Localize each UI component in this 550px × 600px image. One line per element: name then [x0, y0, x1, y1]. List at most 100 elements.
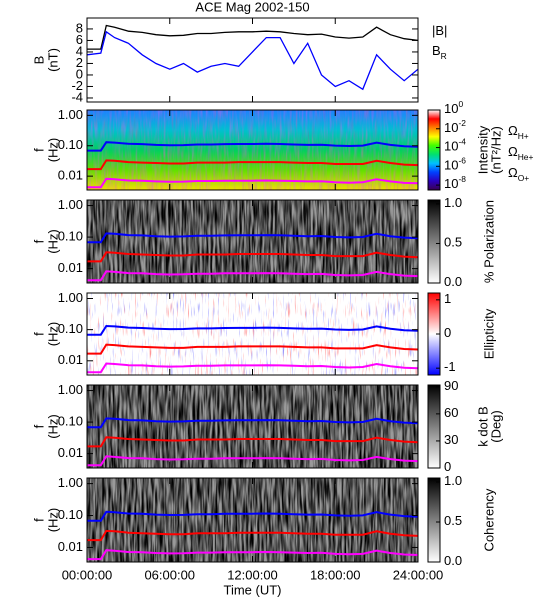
- y-axis-unit: (Hz): [45, 508, 60, 533]
- legend-entry-part: H+: [518, 131, 529, 141]
- gyrofrequency-line: [87, 177, 418, 189]
- colorbar-tick-label-part: 0: [444, 459, 451, 474]
- y-axis-label: f: [31, 518, 46, 522]
- x-tick-label: 18:00:00: [310, 567, 361, 582]
- y-axis-unit: (Hz): [45, 138, 60, 163]
- y-tick-label: 0.01: [58, 539, 83, 554]
- legend-entry-part: |B|: [432, 23, 447, 38]
- spectrogram-texture: [87, 110, 418, 190]
- y-tick-label: 0.10: [58, 321, 83, 336]
- spectrogram-texture: [87, 478, 418, 562]
- colorbar-tick-label: 0: [444, 459, 451, 474]
- legend-entry-part: B: [432, 43, 441, 58]
- y-axis-label: f: [31, 148, 46, 152]
- y-axis-unit: (Hz): [45, 414, 60, 439]
- colorbar-tick-label: 0.5: [444, 235, 462, 250]
- legend-entry-part: O+: [518, 173, 530, 183]
- colorbar-tick-label: 1.0: [444, 195, 462, 210]
- spectrogram: [87, 478, 418, 562]
- colorbar-tick-label-part: 10: [444, 177, 458, 192]
- y-tick-label: -2: [71, 78, 83, 93]
- colorbar-tick-label-part: 10: [444, 139, 458, 154]
- y-axis-unit: (nT): [45, 48, 60, 72]
- colorbar-tick-label-part: 0: [444, 325, 451, 340]
- gyrofrequency-line: [87, 549, 418, 561]
- legend-entry-part: R: [441, 51, 447, 61]
- colorbar-tick-label-part: 0.5: [444, 235, 462, 250]
- colorbar-label: % Polarization: [481, 200, 496, 283]
- legend-entry: ΩHe+: [508, 144, 534, 162]
- colorbar-tick-label: 60: [444, 405, 458, 420]
- legend-entry: ΩH+: [508, 123, 529, 141]
- x-tick-label: 24:00:00: [393, 567, 444, 582]
- colorbar-tick-label-part: -2: [458, 118, 466, 128]
- y-tick-label: 0.10: [58, 229, 83, 244]
- chart-title: ACE Mag 2002-150: [195, 0, 309, 14]
- colorbar-tick-label: 10-4: [444, 137, 466, 154]
- y-axis-label: f: [31, 239, 46, 243]
- x-axis-label: Time (UT): [223, 582, 281, 597]
- y-tick-label: 0.01: [58, 260, 83, 275]
- y-axis-label: B: [31, 56, 46, 65]
- gyrofrequency-line: [87, 324, 418, 336]
- spectrogram: [87, 293, 418, 375]
- y-tick-label: 0.01: [58, 352, 83, 367]
- y-tick-label: 1.00: [58, 197, 83, 212]
- series-line: [87, 30, 418, 91]
- y-tick-label: 2: [76, 55, 83, 70]
- colorbar-tick-label-part: 0: [458, 99, 463, 109]
- colorbar-unit: (Deg): [488, 410, 503, 443]
- spectrogram: [87, 385, 418, 468]
- colorbar-label: Ellipticity: [481, 308, 496, 359]
- spectrogram: [87, 110, 418, 190]
- y-tick-label: 4: [76, 43, 83, 58]
- colorbar-tick-label: 0.0: [444, 553, 462, 568]
- y-axis-label: f: [31, 332, 46, 336]
- colorbar-tick-label: -1: [444, 360, 456, 375]
- colorbar-tick-label: 0.5: [444, 513, 462, 528]
- colorbar-tick-label: 1.0: [444, 473, 462, 488]
- colorbar-tick-label: 30: [444, 432, 458, 447]
- colorbar-tick-label-part: 30: [444, 432, 458, 447]
- gyrofrequency-line: [87, 455, 418, 467]
- x-tick-label: 06:00:00: [144, 567, 195, 582]
- colorbar-tick-label: 100: [444, 99, 463, 116]
- y-tick-label: 0.01: [58, 168, 83, 183]
- spectrogram: [87, 200, 418, 283]
- plot-frame: [86, 17, 419, 103]
- legend-entry: BR: [432, 43, 447, 61]
- legend-entry: |B|: [432, 23, 447, 38]
- y-axis-unit: (Hz): [45, 322, 60, 347]
- gyrofrequency-line: [87, 270, 418, 282]
- colorbar-tick-label-part: 90: [444, 378, 458, 393]
- colorbar-tick-label-part: 0.5: [444, 513, 462, 528]
- gyrofrequency-line: [87, 343, 418, 355]
- y-tick-label: 0.10: [58, 507, 83, 522]
- legend-entry-part: Ω: [508, 123, 518, 138]
- colorbar: [427, 109, 441, 191]
- colorbar-tick-label-part: 1: [444, 291, 451, 306]
- colorbar-tick-label-part: -6: [458, 156, 466, 166]
- y-tick-label: 1.00: [58, 107, 83, 122]
- gyrofrequency-line: [87, 141, 418, 152]
- colorbar-tick-label-part: 1.0: [444, 473, 462, 488]
- colorbar-tick-label-part: 10: [444, 120, 458, 135]
- gyrofrequency-line: [87, 510, 418, 522]
- y-tick-label: -4: [71, 89, 83, 104]
- colorbar-tick-label-part: 0.0: [444, 553, 462, 568]
- gyrofrequency-line: [87, 251, 418, 263]
- colorbar-tick-label: 0.0: [444, 274, 462, 289]
- y-axis-label: f: [31, 424, 46, 428]
- legend-entry-part: Ω: [508, 144, 518, 159]
- y-tick-label: 1.00: [58, 475, 83, 490]
- y-axis-unit: (Hz): [45, 229, 60, 254]
- colorbar: [427, 384, 441, 469]
- series-line: [87, 24, 418, 50]
- colorbar-tick-label-part: 1.0: [444, 195, 462, 210]
- colorbar-tick-label: 10-2: [444, 118, 466, 135]
- colorbar: [427, 477, 441, 563]
- y-tick-label: 0: [76, 66, 83, 81]
- y-tick-label: 0.10: [58, 137, 83, 152]
- colorbar-tick-label: 10-8: [444, 174, 466, 191]
- spectrogram-texture: [87, 200, 418, 283]
